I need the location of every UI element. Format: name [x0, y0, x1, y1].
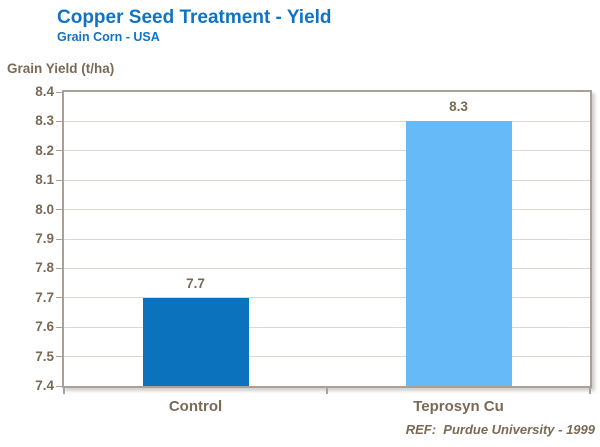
y-tick-label: 7.9: [35, 231, 54, 246]
bar-teprosyn-cu: [405, 121, 512, 386]
y-tick-mark: [56, 297, 62, 299]
y-tick-label: 7.6: [35, 319, 54, 335]
x-category-label: Control: [168, 398, 223, 415]
y-tick-mark: [56, 209, 62, 211]
reference-note: REF: Purdue University - 1999: [405, 422, 595, 437]
y-tick-label: 8.3: [35, 113, 54, 129]
gridline: [64, 267, 590, 269]
bar-control: [142, 297, 249, 386]
x-tick-mark: [326, 386, 328, 394]
y-tick-mark: [56, 326, 62, 328]
y-tick-label: 7.5: [35, 348, 54, 364]
y-tick-mark: [56, 238, 62, 240]
y-tick-label: 7.4: [35, 378, 54, 393]
y-tick-label: 8.1: [35, 172, 54, 188]
chart-subtitle: Grain Corn - USA: [57, 30, 160, 44]
x-category-label: Teprosyn Cu: [413, 398, 504, 415]
plot-inner: 8.4 8.3 8.2 8.1 8.0 7.9 7.8 7.7 7.6 7.5 7.4 7.7 Cont…: [35, 84, 591, 415]
y-tick-label: 8.2: [35, 142, 54, 158]
gridline: [64, 209, 590, 211]
y-axis-title: Grain Yield (t/ha): [7, 61, 115, 76]
y-tick-mark: [56, 120, 62, 122]
bar-value-label: 7.7: [186, 275, 205, 291]
chart-title: Copper Seed Treatment - Yield: [57, 7, 332, 28]
bar-value-label: 8.3: [449, 99, 468, 115]
gridline: [64, 356, 590, 358]
y-tick-label: 8.4: [35, 84, 54, 99]
y-tick-mark: [56, 91, 62, 93]
y-tick-mark: [56, 356, 62, 358]
plot-area: 8.4 8.3 8.2 8.1 8.0 7.9 7.8 7.7 7.6 7.5 7.4 7.7 Cont…: [35, 84, 592, 415]
gridline: [64, 326, 590, 328]
gridline: [64, 238, 590, 240]
y-tick-label: 8.0: [35, 201, 54, 217]
gridline: [64, 297, 590, 299]
x-tick-mark: [63, 386, 65, 394]
x-tick-mark: [589, 386, 591, 394]
y-tick-mark: [56, 385, 62, 387]
y-tick-label: 7.7: [35, 289, 54, 305]
y-tick-mark: [56, 179, 62, 181]
y-tick-mark: [56, 150, 62, 152]
y-tick-label: 7.8: [35, 260, 54, 276]
gridline: [64, 150, 590, 152]
gridline: [64, 179, 590, 181]
gridline: [64, 120, 590, 122]
y-tick-mark: [56, 267, 62, 269]
